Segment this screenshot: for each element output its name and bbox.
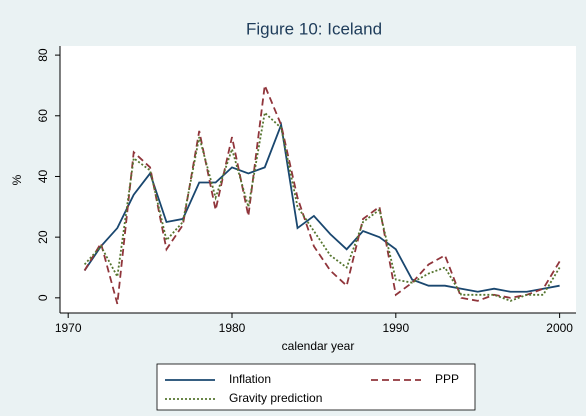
legend-label: Inflation xyxy=(229,372,271,386)
y-axis-label: % xyxy=(10,174,24,185)
series-line xyxy=(83,110,561,302)
x-tick-label: 1990 xyxy=(382,321,409,335)
series-line xyxy=(83,121,560,293)
series-line xyxy=(83,81,561,305)
y-tick-label: 0 xyxy=(36,294,50,301)
chart-title: Figure 10: Iceland xyxy=(246,19,382,38)
legend-label: PPP xyxy=(435,372,459,386)
x-axis-label: calendar year xyxy=(282,339,355,353)
plot-area xyxy=(60,46,576,313)
y-tick-label: 60 xyxy=(36,109,50,123)
y-tick-label: 40 xyxy=(36,169,50,183)
y-tick-label: 20 xyxy=(36,230,50,244)
legend xyxy=(156,363,476,411)
legend-label: Gravity prediction xyxy=(229,391,322,405)
y-tick-label: 80 xyxy=(36,48,50,62)
x-tick-label: 2000 xyxy=(546,321,573,335)
x-tick-label: 1970 xyxy=(55,321,82,335)
x-tick-label: 1980 xyxy=(219,321,246,335)
